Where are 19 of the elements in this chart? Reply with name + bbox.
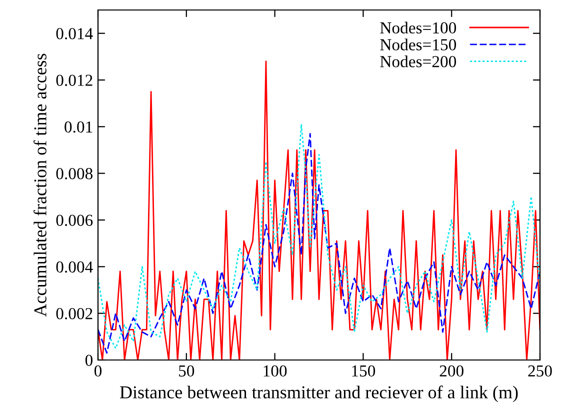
x-tick-label: 200 <box>440 365 464 377</box>
x-tick-label: 250 <box>528 365 552 377</box>
y-tick-label: 0 <box>85 354 93 366</box>
x-axis-title: Distance between transmitter and reciever of a link (m) <box>120 386 518 402</box>
legend-label: Nodes=100 <box>380 22 456 34</box>
y-axis-title: Accumulated fraction of time access <box>34 54 46 317</box>
x-tick-label: 150 <box>352 365 376 377</box>
y-tick-label: 0.014 <box>56 28 93 40</box>
y-tick-label: 0.002 <box>56 308 92 320</box>
y-tick-label: 0.004 <box>56 261 93 273</box>
y-tick-label: 0.008 <box>56 168 93 180</box>
x-tick-label: 100 <box>264 365 287 377</box>
legend-label: Nodes=200 <box>380 56 456 68</box>
y-tick-label: 0.012 <box>56 74 92 86</box>
x-tick-label: 0 <box>94 365 102 377</box>
y-tick-label: 0.006 <box>56 214 93 226</box>
x-tick-label: 50 <box>179 365 194 377</box>
legend-label: Nodes=150 <box>380 38 456 50</box>
y-tick-label: 0.01 <box>64 121 92 133</box>
